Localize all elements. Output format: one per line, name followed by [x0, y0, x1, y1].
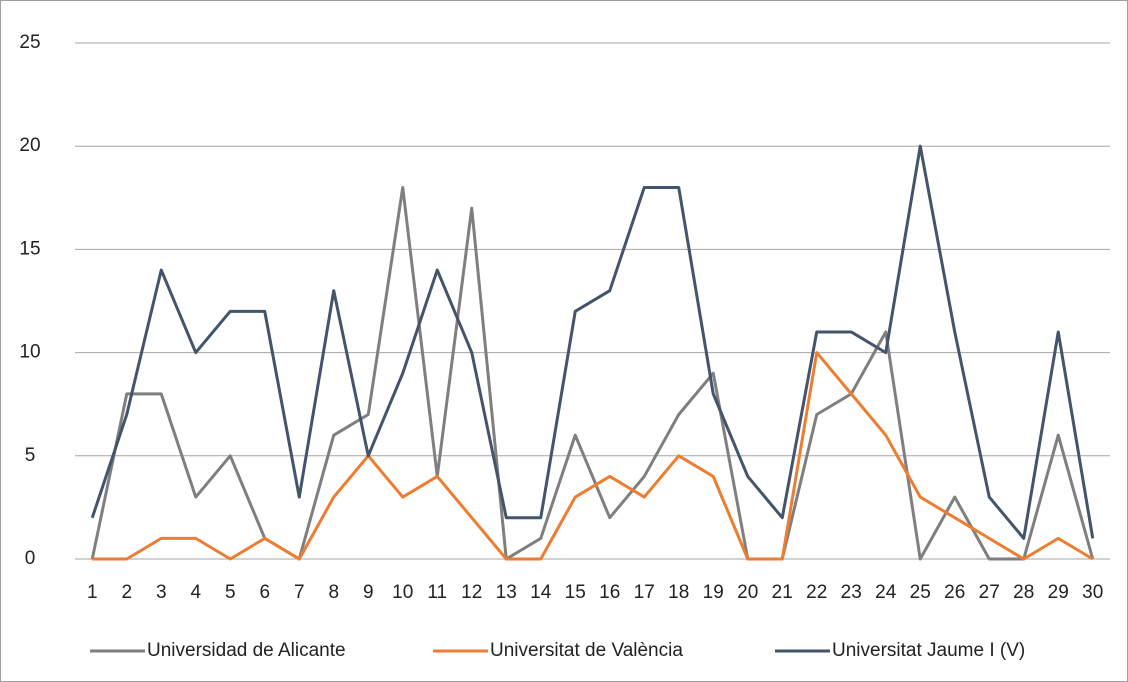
x-tick-label: 23	[841, 582, 862, 603]
x-tick-label: 3	[156, 582, 167, 603]
x-tick-label: 1	[87, 582, 98, 603]
y-tick-label: 10	[19, 342, 40, 363]
legend-label: Universitat de València	[490, 640, 683, 661]
series-line	[90, 144, 1095, 540]
x-tick-label: 15	[565, 582, 586, 603]
series-line	[90, 185, 1095, 561]
x-tick-label: 10	[392, 582, 413, 603]
x-tick-label: 24	[875, 582, 897, 603]
x-tick-label: 19	[703, 582, 724, 603]
y-tick-label: 0	[25, 548, 36, 569]
y-tick-label: 15	[19, 238, 40, 259]
x-tick-label: 29	[1048, 582, 1069, 603]
x-tick-label: 12	[461, 582, 482, 603]
x-tick-label: 7	[294, 582, 305, 603]
x-tick-label: 11	[427, 582, 447, 603]
x-tick-label: 2	[121, 582, 132, 603]
x-tick-label: 14	[530, 582, 552, 603]
x-tick-label: 26	[944, 582, 965, 603]
legend-label: Universidad de Alicante	[147, 640, 346, 661]
x-tick-label: 25	[910, 582, 931, 603]
x-tick-label: 22	[806, 582, 827, 603]
x-tick-label: 20	[737, 582, 758, 603]
x-tick-label: 5	[225, 582, 236, 603]
x-tick-label: 30	[1082, 582, 1103, 603]
legend-label: Universitat Jaume I (V)	[832, 640, 1025, 661]
y-tick-label: 5	[25, 445, 36, 466]
x-tick-label: 13	[496, 582, 517, 603]
x-tick-label: 21	[772, 582, 793, 603]
y-tick-label: 25	[19, 32, 40, 53]
x-tick-label: 28	[1013, 582, 1034, 603]
x-tick-label: 8	[328, 582, 339, 603]
x-tick-label: 16	[599, 582, 620, 603]
x-tick-label: 27	[979, 582, 1000, 603]
x-tick-label: 17	[634, 582, 655, 603]
x-tick-label: 9	[363, 582, 374, 603]
x-tick-label: 4	[190, 582, 201, 603]
y-tick-label: 20	[19, 135, 40, 156]
series-line	[92, 351, 1094, 561]
x-tick-label: 18	[668, 582, 689, 603]
x-tick-label: 6	[259, 582, 270, 603]
